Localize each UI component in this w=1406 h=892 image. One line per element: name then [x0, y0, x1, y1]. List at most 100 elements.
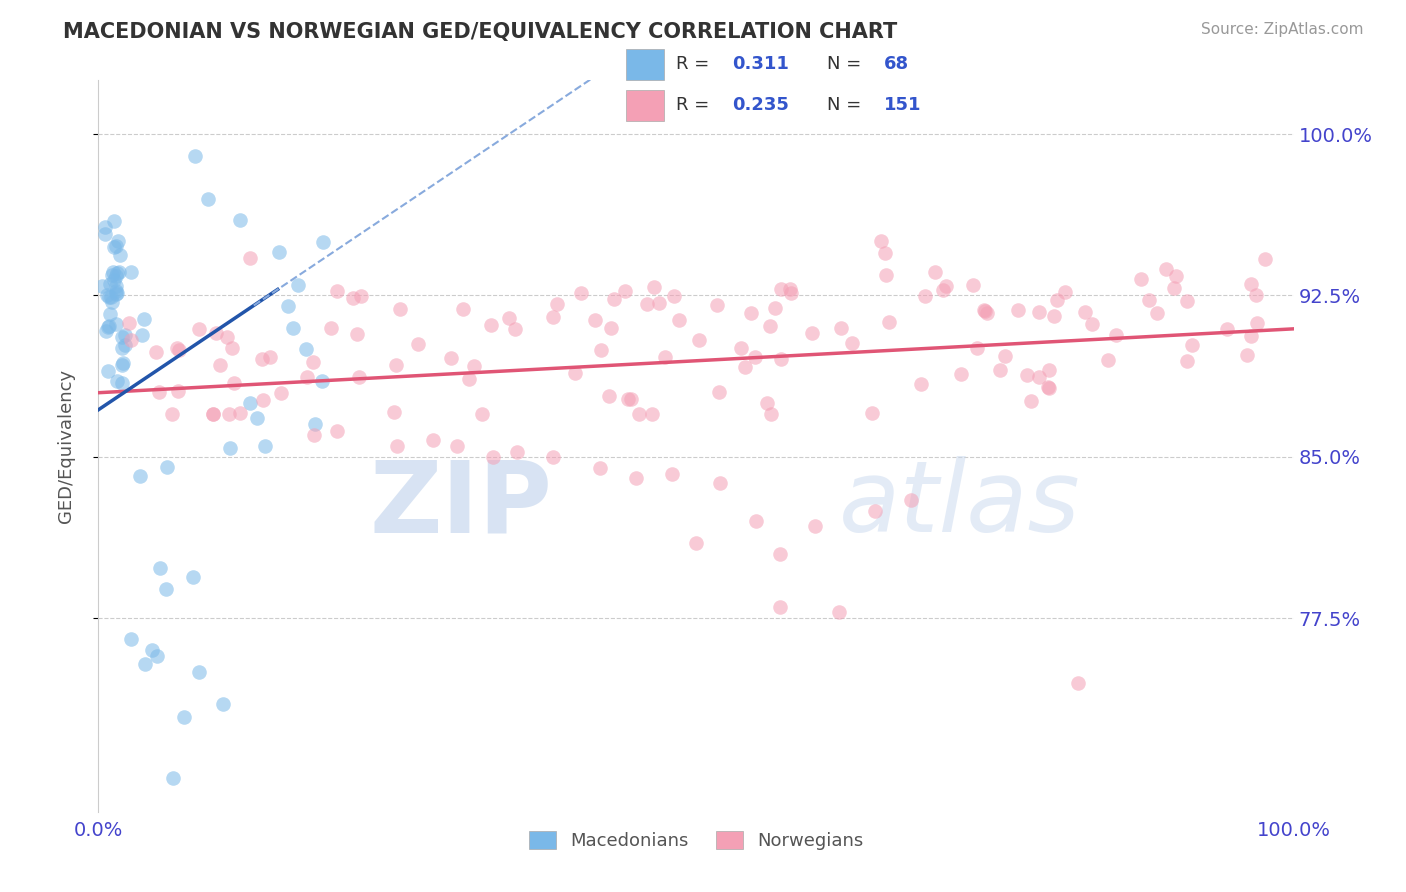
Norwegians	[603, 292, 626, 306]
Macedonians	[281, 320, 304, 334]
Norwegians	[759, 319, 782, 334]
Norwegians	[779, 282, 801, 296]
Norwegians	[600, 320, 623, 334]
Norwegians	[688, 333, 710, 347]
Text: N =: N =	[827, 55, 868, 73]
Norwegians	[385, 439, 409, 453]
Macedonians	[98, 308, 121, 322]
Norwegians	[910, 376, 932, 391]
Bar	[626, 49, 664, 79]
Norwegians	[1244, 288, 1267, 302]
Macedonians	[101, 268, 124, 283]
Macedonians	[101, 265, 124, 279]
Norwegians	[1154, 262, 1177, 277]
Macedonians	[146, 648, 169, 663]
Norwegians	[841, 336, 863, 351]
Macedonians	[131, 328, 153, 343]
Macedonians	[94, 324, 117, 338]
Norwegians	[229, 406, 252, 420]
Norwegians	[994, 349, 1017, 363]
Norwegians	[1146, 306, 1168, 320]
Norwegians	[384, 358, 406, 372]
Norwegians	[259, 351, 281, 365]
Macedonians	[162, 772, 184, 786]
Norwegians	[202, 407, 225, 421]
Norwegians	[830, 321, 852, 335]
Norwegians	[1028, 305, 1050, 319]
Norwegians	[221, 342, 243, 356]
Norwegians	[976, 306, 998, 320]
Norwegians	[664, 289, 686, 303]
Norwegians	[148, 384, 170, 399]
Text: N =: N =	[827, 96, 868, 114]
Norwegians	[1028, 370, 1050, 384]
Macedonians	[155, 582, 177, 596]
Norwegians	[1081, 318, 1104, 332]
Macedonians	[100, 289, 122, 303]
Norwegians	[1036, 380, 1059, 394]
Norwegians	[569, 285, 592, 300]
Norwegians	[564, 366, 586, 380]
Norwegians	[350, 288, 373, 302]
Macedonians	[188, 665, 211, 680]
Norwegians	[761, 407, 783, 421]
Norwegians	[740, 306, 762, 320]
Norwegians	[239, 252, 262, 266]
Norwegians	[215, 329, 238, 343]
Norwegians	[769, 352, 792, 367]
Text: R =: R =	[675, 96, 714, 114]
Norwegians	[935, 279, 957, 293]
Norwegians	[250, 351, 273, 366]
Norwegians	[506, 445, 529, 459]
Macedonians	[287, 277, 309, 292]
Norwegians	[598, 389, 620, 403]
Norwegians	[1074, 305, 1097, 319]
Macedonians	[246, 411, 269, 425]
Norwegians	[706, 298, 728, 312]
Text: 0.235: 0.235	[733, 96, 789, 114]
Norwegians	[1042, 310, 1064, 324]
Norwegians	[875, 245, 897, 260]
Norwegians	[451, 301, 474, 316]
Norwegians	[342, 291, 364, 305]
Macedonians	[103, 213, 125, 227]
Macedonians	[107, 374, 129, 388]
Norwegians	[503, 321, 526, 335]
Macedonians	[141, 643, 163, 657]
Macedonians	[132, 312, 155, 326]
Macedonians	[212, 697, 235, 711]
Norwegians	[616, 392, 638, 406]
Macedonians	[156, 459, 179, 474]
Norwegians	[326, 284, 349, 298]
Macedonians	[114, 337, 136, 351]
Norwegians	[877, 315, 900, 329]
Macedonians	[98, 277, 121, 291]
Macedonians	[111, 341, 134, 355]
Norwegians	[988, 362, 1011, 376]
Norwegians	[763, 301, 786, 315]
Norwegians	[252, 393, 274, 408]
Norwegians	[167, 343, 190, 358]
Norwegians	[1038, 362, 1060, 376]
Norwegians	[270, 385, 292, 400]
Norwegians	[1097, 352, 1119, 367]
Norwegians	[745, 514, 768, 528]
Norwegians	[422, 433, 444, 447]
Norwegians	[668, 313, 690, 327]
Norwegians	[457, 372, 479, 386]
Norwegians	[1175, 353, 1198, 368]
Norwegians	[641, 407, 664, 421]
Macedonians	[219, 442, 242, 456]
Macedonians	[254, 439, 277, 453]
Norwegians	[481, 450, 505, 464]
Macedonians	[114, 327, 136, 342]
Macedonians	[228, 213, 250, 227]
Bar	[626, 90, 664, 120]
Macedonians	[107, 234, 129, 248]
Norwegians	[875, 268, 897, 283]
Norwegians	[326, 424, 349, 438]
Text: ZIP: ZIP	[370, 456, 553, 553]
Norwegians	[685, 536, 707, 550]
Norwegians	[583, 313, 606, 327]
Norwegians	[205, 326, 228, 341]
